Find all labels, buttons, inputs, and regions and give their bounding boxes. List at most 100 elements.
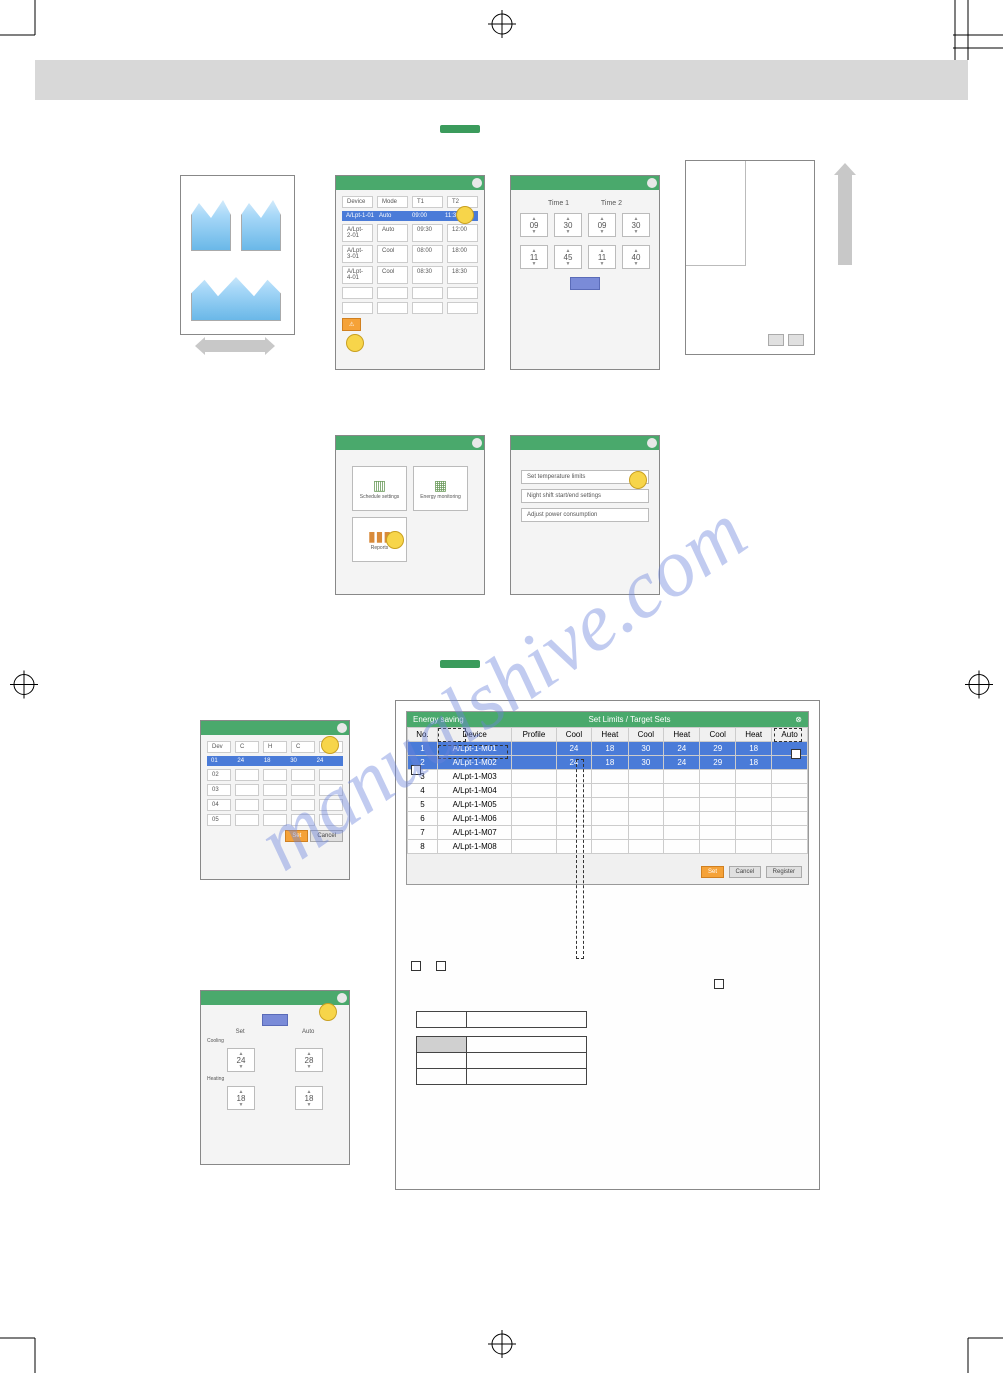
table-cell bbox=[772, 798, 808, 812]
table-cell bbox=[556, 826, 592, 840]
table-cell bbox=[512, 812, 556, 826]
table-cell bbox=[772, 770, 808, 784]
table-cell bbox=[592, 770, 628, 784]
register-button[interactable]: Register bbox=[766, 866, 802, 878]
table-cell: 7 bbox=[408, 826, 438, 840]
table-cell: A/Lpt-1-M06 bbox=[438, 812, 512, 826]
time-spinner[interactable]: ▲09▼ bbox=[588, 213, 616, 237]
dashboard-tile[interactable]: ▥ Schedule settings bbox=[352, 466, 407, 511]
table-cell bbox=[664, 770, 700, 784]
table-row[interactable]: 5A/Lpt-1-M05 bbox=[408, 798, 808, 812]
schedule-row[interactable] bbox=[342, 302, 478, 314]
mode-label: Heating bbox=[207, 1076, 343, 1082]
table-cell bbox=[772, 784, 808, 798]
annotation-sq bbox=[411, 961, 421, 971]
table-row[interactable]: 02 bbox=[207, 769, 343, 781]
table-cell bbox=[664, 840, 700, 854]
big-detail-panel: Energy saving Set Limits / Target Sets ⊗… bbox=[395, 700, 820, 1190]
table-cell bbox=[556, 812, 592, 826]
th: No. bbox=[408, 728, 438, 742]
option-item[interactable]: Adjust power consumption bbox=[521, 508, 649, 522]
table-cell bbox=[772, 742, 808, 756]
table-row[interactable]: 03 bbox=[207, 784, 343, 796]
time-spinner[interactable]: ▲40▼ bbox=[622, 245, 650, 269]
schedule-row[interactable]: A/Lpt-4-01Cool08:3018:30 bbox=[342, 266, 478, 284]
crop-mark-br bbox=[953, 1323, 1003, 1373]
schedule-row[interactable]: A/Lpt-2-01Auto09:3012:00 bbox=[342, 224, 478, 242]
limit-spinner[interactable]: ▲24▼ bbox=[227, 1048, 255, 1072]
time-spinner[interactable]: ▲09▼ bbox=[520, 213, 548, 237]
set-button[interactable]: Set bbox=[285, 830, 308, 842]
callout-dot bbox=[346, 334, 364, 352]
reg-mark-top bbox=[488, 10, 516, 43]
table-cell bbox=[512, 840, 556, 854]
th: Heat bbox=[592, 728, 628, 742]
time-spinner[interactable]: ▲45▼ bbox=[554, 245, 582, 269]
callout-dot bbox=[386, 531, 404, 549]
table-cell bbox=[592, 798, 628, 812]
table-row[interactable]: 04 bbox=[207, 799, 343, 811]
col-device: Device bbox=[342, 196, 373, 208]
row-selected[interactable]: 0124183024 bbox=[207, 756, 343, 766]
apply-button[interactable] bbox=[570, 277, 600, 290]
big-inner[interactable]: Energy saving Set Limits / Target Sets ⊗… bbox=[406, 711, 809, 885]
schedule-row[interactable] bbox=[342, 287, 478, 299]
blank-btn[interactable] bbox=[768, 334, 784, 346]
big-footer: Set Cancel Register bbox=[407, 854, 808, 884]
table-row[interactable]: 8A/Lpt-1-M08 bbox=[408, 840, 808, 854]
dashboard-tile[interactable]: ▦ Energy monitoring bbox=[413, 466, 468, 511]
table-row[interactable]: 6A/Lpt-1-M06 bbox=[408, 812, 808, 826]
table-cell bbox=[628, 826, 664, 840]
table-row[interactable]: 05 bbox=[207, 814, 343, 826]
panel-times[interactable]: Time 1 Time 2 ▲09▼ ▲30▼ ▲09▼ ▲30▼ ▲11▼ ▲… bbox=[510, 175, 660, 370]
limit-spinner[interactable]: ▲18▼ bbox=[295, 1086, 323, 1110]
table-cell: 18 bbox=[592, 742, 628, 756]
time2-label: Time 2 bbox=[601, 200, 622, 207]
annotation-sq bbox=[411, 765, 421, 775]
panel-dashboard[interactable]: ▥ Schedule settings ▦ Energy monitoring … bbox=[335, 435, 485, 595]
tab-button[interactable] bbox=[262, 1014, 288, 1026]
time-spinner[interactable]: ▲30▼ bbox=[554, 213, 582, 237]
panel-schedule[interactable]: DeviceModeT1T2 A/Lpt-1-01Auto09:0011:30 … bbox=[335, 175, 485, 370]
close-icon[interactable]: ⊗ bbox=[795, 715, 802, 724]
table-cell bbox=[592, 826, 628, 840]
table-cell bbox=[700, 826, 736, 840]
table-row[interactable]: 3A/Lpt-1-M03 bbox=[408, 770, 808, 784]
reg-mark-bottom bbox=[488, 1330, 516, 1363]
panel-header bbox=[511, 436, 659, 450]
cancel-button[interactable]: Cancel bbox=[310, 830, 343, 842]
panel-options[interactable]: Set temperature limits Night shift start… bbox=[510, 435, 660, 595]
header-band bbox=[35, 60, 968, 100]
table-cell bbox=[628, 784, 664, 798]
table-cell bbox=[736, 798, 772, 812]
time-spinner[interactable]: ▲30▼ bbox=[622, 213, 650, 237]
option-item[interactable]: Night shift start/end settings bbox=[521, 489, 649, 503]
table-cell: 29 bbox=[700, 756, 736, 770]
grey-arrow-v bbox=[838, 175, 852, 265]
table-cell: 29 bbox=[700, 742, 736, 756]
time-spinner[interactable]: ▲11▼ bbox=[520, 245, 548, 269]
callout-dot bbox=[629, 471, 647, 489]
limit-spinner[interactable]: ▲28▼ bbox=[295, 1048, 323, 1072]
table-row[interactable]: 7A/Lpt-1-M07 bbox=[408, 826, 808, 840]
reg-mark-left bbox=[10, 670, 38, 703]
chart-preview bbox=[180, 175, 295, 335]
table-cell bbox=[664, 826, 700, 840]
table-cell: 6 bbox=[408, 812, 438, 826]
limit-spinner[interactable]: ▲18▼ bbox=[227, 1086, 255, 1110]
cancel-button[interactable]: Cancel bbox=[729, 866, 762, 878]
panel-limits[interactable]: Set Auto Cooling ▲24▼ ▲28▼ Heating ▲18▼ … bbox=[200, 990, 350, 1165]
panel-header bbox=[511, 176, 659, 190]
chart-icon: ▦ bbox=[434, 477, 447, 494]
table-cell bbox=[512, 756, 556, 770]
panel-small-schedule[interactable]: DevCHCH 0124183024 02 03 04 05 Set Cance… bbox=[200, 720, 350, 880]
table-cell: A/Lpt-1-M07 bbox=[438, 826, 512, 840]
set-button[interactable]: Set bbox=[701, 866, 724, 878]
schedule-row[interactable]: A/Lpt-3-01Cool08:0018:00 bbox=[342, 245, 478, 263]
time-spinner[interactable]: ▲11▼ bbox=[588, 245, 616, 269]
blank-btn[interactable] bbox=[788, 334, 804, 346]
legend-table-2 bbox=[416, 1036, 587, 1085]
panel-header bbox=[201, 721, 349, 735]
table-row[interactable]: 4A/Lpt-1-M04 bbox=[408, 784, 808, 798]
panel-header bbox=[336, 436, 484, 450]
